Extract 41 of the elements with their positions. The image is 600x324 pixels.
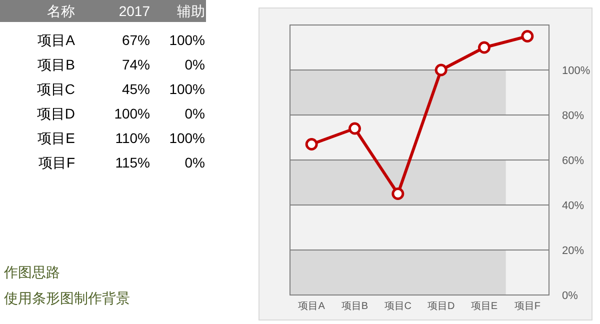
y-tick-label: 20% — [562, 245, 584, 257]
x-tick-label: 项目E — [470, 301, 498, 312]
point — [392, 188, 404, 200]
data-label: 0% — [184, 56, 205, 72]
data-label: 0% — [184, 154, 205, 170]
point — [434, 64, 448, 76]
x-tick-label: 项目B — [341, 301, 368, 312]
category-label: 项目B — [38, 56, 75, 72]
y-tick-label: 80% — [562, 110, 584, 122]
data-label: 100% — [169, 32, 205, 48]
category-label: 项目E — [38, 130, 75, 146]
y-tick-label: 40% — [562, 200, 584, 212]
x-tick-label: 项目C — [384, 301, 412, 312]
point — [478, 41, 490, 54]
point — [348, 122, 361, 135]
category-label: 项目A — [38, 32, 76, 48]
category-label: 项目D — [36, 106, 75, 122]
category-label: 项目C — [36, 81, 75, 97]
data-label: 110% — [115, 130, 150, 146]
y-tick-label: 0% — [562, 290, 578, 302]
point — [305, 138, 318, 150]
y-tick-label: 60% — [562, 155, 584, 167]
data-label: 100% — [114, 106, 150, 122]
text: 辅助 — [177, 3, 205, 19]
category-label: 项目F — [38, 154, 75, 170]
data-label: 100% — [169, 81, 205, 97]
y-tick-label: 100% — [562, 65, 590, 77]
point — [521, 30, 534, 42]
text: 名称 — [47, 3, 75, 19]
data-label: 100% — [169, 130, 205, 146]
data-label: 74% — [122, 56, 150, 72]
data-label: 67% — [122, 32, 150, 48]
x-tick-label: 项目D — [427, 301, 455, 312]
text: 作图思路 — [3, 264, 60, 280]
data-label: 0% — [184, 106, 205, 122]
data-label: 115% — [115, 154, 150, 170]
text: 2017 — [118, 3, 150, 19]
x-tick-label: 项目F — [514, 301, 540, 312]
text: 使用条形图制作背景 — [4, 290, 130, 306]
x-tick-label: 项目A — [298, 301, 326, 312]
data-label: 45% — [122, 81, 150, 97]
